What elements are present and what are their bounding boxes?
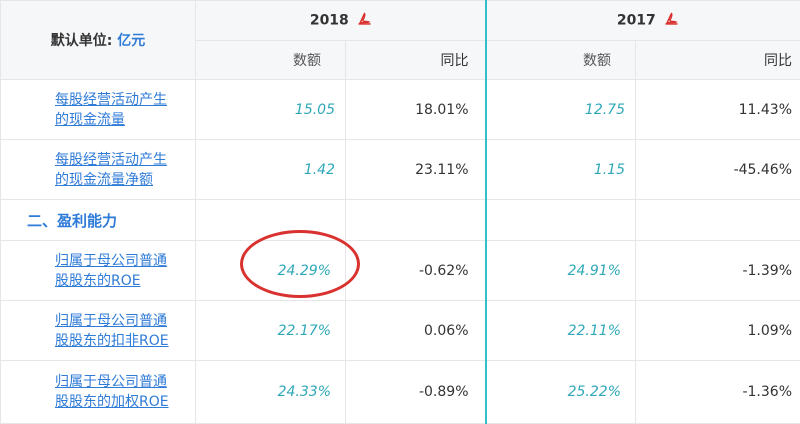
amount-header: 数额 [486,41,636,80]
year-header-2017: 2017 [486,1,800,41]
yoy-2018: 0.06% [346,301,486,361]
row-label: 归属于母公司普通股股东的扣非ROE [1,301,196,361]
value-2018: 24.29% [196,241,346,301]
table-row: 每股经营活动产生的现金流量 15.05 18.01% 12.75 11.43% [1,80,800,140]
unit-label: 默认单位: [51,33,113,49]
yoy-header: 同比 [636,41,800,80]
yoy-2018: -0.62% [346,241,486,301]
year-header-2018: 2018 [196,1,486,41]
value-2017: 1.15 [486,140,636,200]
table-row: 归属于母公司普通股股东的ROE 24.29% -0.62% 24.91% -1.… [1,241,800,301]
yoy-2018: -0.89% [346,361,486,424]
pdf-icon[interactable] [665,12,678,29]
value-2018: 1.42 [196,140,346,200]
row-label-link[interactable]: 归属于母公司普通股股东的加权ROE [55,374,169,410]
value-2018: 24.33% [196,361,346,424]
section-row: 二、盈利能力 [1,200,800,241]
amount-header: 数额 [196,41,346,80]
table-row: 归属于母公司普通股股东的加权ROE 24.33% -0.89% 25.22% -… [1,361,800,424]
value-2018: 22.17% [196,301,346,361]
year-header-row: 默认单位: 亿元 2018 2017 [1,1,800,41]
yoy-header: 同比 [346,41,486,80]
pdf-icon[interactable] [358,12,371,29]
value-2017: 25.22% [486,361,636,424]
yoy-2018: 18.01% [346,80,486,140]
row-label: 归属于母公司普通股股东的加权ROE [1,361,196,424]
yoy-2017: -1.39% [636,241,800,301]
row-label: 归属于母公司普通股股东的ROE [1,241,196,301]
row-label-link[interactable]: 每股经营活动产生的现金流量净额 [55,152,167,188]
table-row: 每股经营活动产生的现金流量净额 1.42 23.11% 1.15 -45.46% [1,140,800,200]
row-label: 每股经营活动产生的现金流量净额 [1,140,196,200]
yoy-2017: 1.09% [636,301,800,361]
row-label: 每股经营活动产生的现金流量 [1,80,196,140]
yoy-2017: -1.36% [636,361,800,424]
unit-value[interactable]: 亿元 [117,33,145,49]
row-label-link[interactable]: 归属于母公司普通股股东的扣非ROE [55,313,169,349]
value-2017: 24.91% [486,241,636,301]
yoy-2018: 23.11% [346,140,486,200]
row-label-link[interactable]: 每股经营活动产生的现金流量 [55,92,167,128]
section-title: 二、盈利能力 [1,200,196,241]
value-2017: 22.11% [486,301,636,361]
value-2018: 15.05 [196,80,346,140]
year-label: 2017 [617,13,656,29]
yoy-2017: 11.43% [636,80,800,140]
yoy-2017: -45.46% [636,140,800,200]
unit-header: 默认单位: 亿元 [1,1,196,80]
row-label-link[interactable]: 归属于母公司普通股股东的ROE [55,253,167,289]
table-row: 归属于母公司普通股股东的扣非ROE 22.17% 0.06% 22.11% 1.… [1,301,800,361]
year-label: 2018 [310,13,349,29]
value-2017: 12.75 [486,80,636,140]
